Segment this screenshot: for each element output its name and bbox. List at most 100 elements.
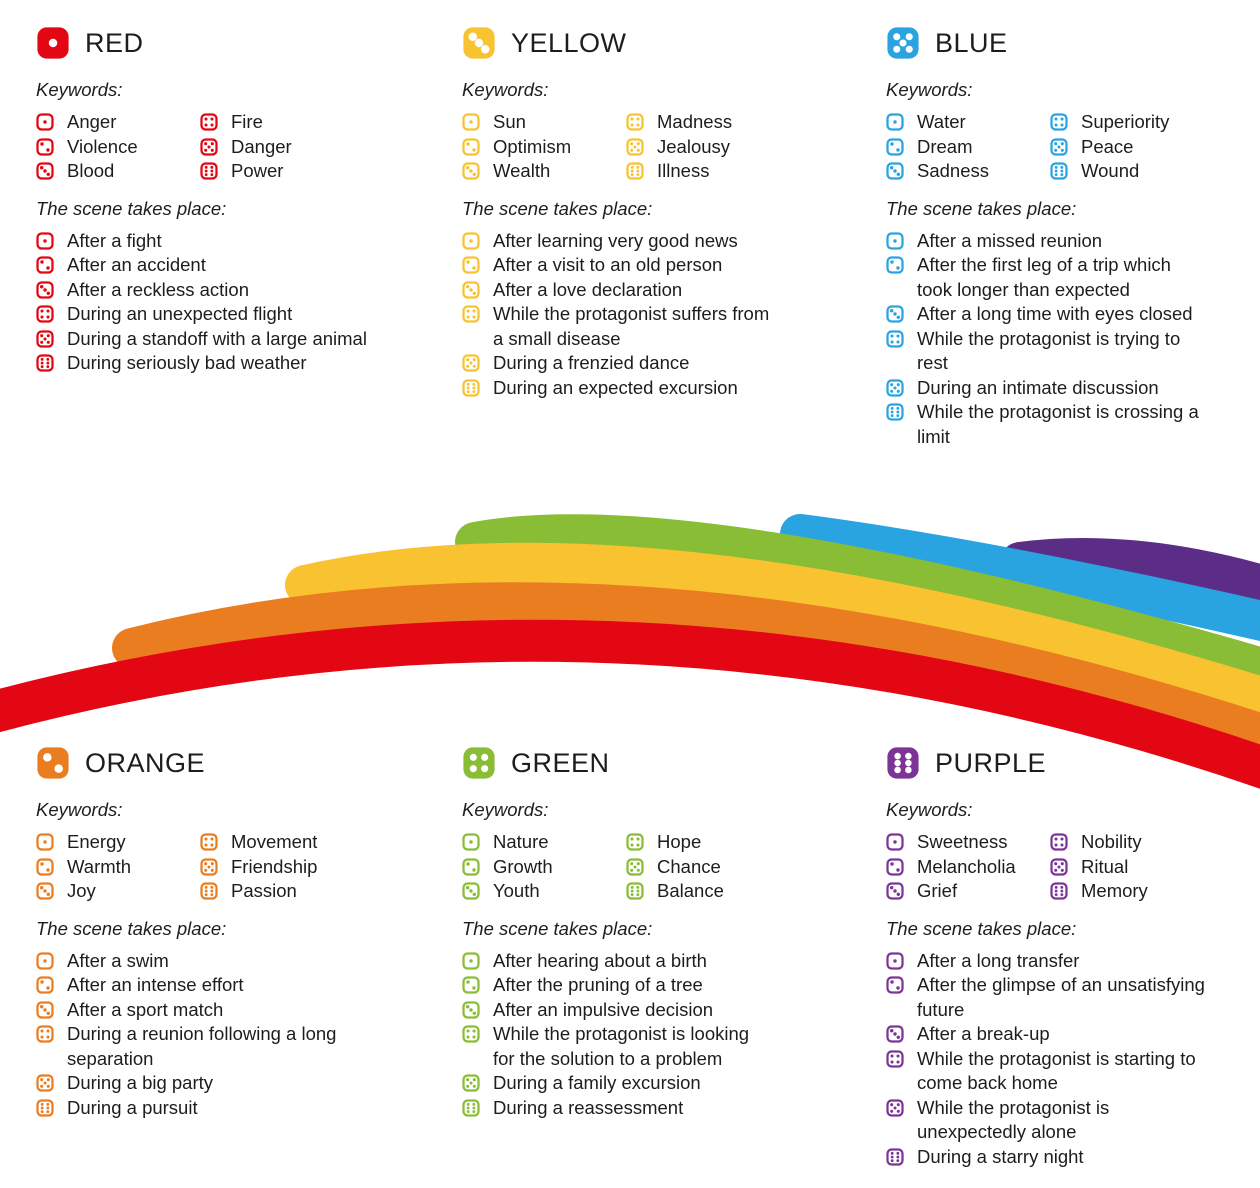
die-4-icon: [1050, 113, 1068, 131]
die-5-icon: [200, 138, 218, 156]
scene-text: After an intense effort: [67, 974, 244, 995]
scene-item: While the protagonist is looking for the…: [462, 1022, 772, 1071]
keyword-item: Nobility: [1050, 830, 1208, 855]
scene-text: While the protagonist is starting to com…: [917, 1047, 1196, 1094]
scene-item: During an unexpected flight: [36, 302, 367, 327]
rainbow-stripe-blue: [780, 514, 1260, 642]
keywords-list: Nature Growth Youth Hope Chance Balance: [462, 830, 772, 904]
scene-text: During a reunion following a long separa…: [67, 1023, 337, 1069]
scene-list: After learning very good news After a vis…: [462, 229, 780, 401]
scene-item: During a pursuit: [36, 1096, 351, 1121]
scene-text: After a sport match: [67, 998, 224, 1020]
keyword-label: Dream: [917, 135, 973, 157]
keyword-item: Chance: [626, 855, 772, 880]
keyword-item: Melancholia: [886, 855, 1050, 880]
die-4-icon: [626, 113, 644, 131]
scene-item: During a standoff with a large animal: [36, 327, 367, 352]
scene-heading: The scene takes place:: [462, 197, 653, 219]
die-2-icon: [462, 256, 480, 274]
die-5-icon: [626, 138, 644, 156]
keyword-item: Balance: [626, 879, 772, 904]
keyword-item: Danger: [200, 135, 367, 160]
section-red: RED Keywords: Anger Violence Blood Fire Danger…: [36, 26, 367, 376]
scene-text: While the protagonist is crossing a limi…: [917, 401, 1199, 447]
keyword-label: Blood: [67, 160, 115, 182]
scene-text: During a pursuit: [67, 1096, 198, 1118]
scene-item: After a break-up: [886, 1022, 1208, 1047]
scene-item: After a long transfer: [886, 949, 1208, 974]
scene-heading: The scene takes place:: [462, 917, 653, 939]
die-6-icon: [1050, 882, 1068, 900]
keyword-label: Joy: [67, 880, 96, 902]
die-6-icon: [462, 1098, 480, 1117]
keyword-label: Wealth: [493, 160, 551, 182]
die-6-icon: [1050, 162, 1068, 180]
scene-item: During seriously bad weather: [36, 351, 367, 376]
die-6-icon: [886, 403, 904, 421]
die-1-icon: [886, 951, 904, 970]
keyword-label: Peace: [1081, 135, 1134, 157]
scene-text: During a big party: [67, 1072, 214, 1093]
scene-text: While the protagonist suffers from a sma…: [493, 303, 770, 349]
keyword-label: Wound: [1081, 160, 1140, 182]
die-3-icon: [462, 1000, 480, 1019]
keywords-list: Sun Optimism Wealth Madness Jealousy Illness: [462, 110, 780, 184]
scene-text: After the glimpse of an unsatisfying fut…: [917, 974, 1205, 1020]
die-5-icon: [1050, 138, 1068, 156]
section-header: ORANGE: [36, 746, 351, 780]
keyword-label: Friendship: [231, 855, 318, 877]
scene-text: While the protagonist is trying to rest: [917, 327, 1181, 374]
keyword-label: Sweetness: [917, 831, 1008, 853]
die-6-icon: [886, 1147, 904, 1166]
die-3-icon: [462, 882, 480, 900]
scene-item: While the protagonist is unexpectedly al…: [886, 1096, 1208, 1145]
die-2-icon: [886, 138, 904, 156]
die-6-icon: [200, 162, 218, 180]
die-2-icon: [886, 858, 904, 876]
keyword-item: Sweetness: [886, 830, 1050, 855]
keyword-label: Power: [231, 160, 284, 182]
keyword-item: Warmth: [36, 855, 200, 880]
keyword-label: Passion: [231, 880, 297, 902]
keyword-item: Blood: [36, 159, 200, 184]
die-5-icon: [626, 858, 644, 876]
section-header: GREEN: [462, 746, 772, 780]
die-2-icon: [36, 256, 54, 274]
scene-item: During a frenzied dance: [462, 351, 780, 376]
keyword-label: Nature: [493, 831, 549, 853]
scene-text: After a missed reunion: [917, 229, 1103, 251]
die-4-icon: [462, 305, 480, 323]
die-1-icon: [36, 833, 54, 851]
keywords-label: Keywords:: [462, 799, 549, 820]
die-6-icon: [626, 162, 644, 180]
scene-item: During a family excursion: [462, 1071, 772, 1096]
scene-heading: The scene takes place:: [886, 197, 1077, 219]
section-title: YELLOW: [511, 27, 627, 58]
scene-item: During an expected excursion: [462, 376, 780, 401]
keyword-item: Dream: [886, 135, 1050, 160]
keyword-label: Water: [917, 111, 966, 133]
keyword-label: Sun: [493, 111, 526, 133]
scene-item: After learning very good news: [462, 229, 780, 254]
keyword-label: Melancholia: [917, 855, 1016, 877]
die-2-icon: [462, 138, 480, 156]
scene-item: After a missed reunion: [886, 229, 1242, 254]
keyword-item: Joy: [36, 879, 200, 904]
die-4-icon: [462, 746, 496, 780]
scene-item: After a swim: [36, 949, 351, 974]
scene-text: During a starry night: [917, 1145, 1084, 1167]
keywords-list: Water Dream Sadness Superiority Peace Wound: [886, 110, 1242, 184]
die-1-icon: [886, 231, 904, 250]
scene-item: While the protagonist is crossing a limi…: [886, 400, 1242, 449]
keyword-label: Violence: [67, 135, 138, 157]
scene-item: After a long time with eyes closed: [886, 302, 1242, 327]
scene-text: During a frenzied dance: [493, 352, 690, 373]
keyword-item: Hope: [626, 830, 772, 855]
keyword-item: Fire: [200, 110, 367, 135]
keywords-label: Keywords:: [886, 79, 973, 100]
die-3-icon: [462, 26, 496, 60]
die-2-icon: [462, 976, 480, 994]
section-title: RED: [85, 27, 144, 58]
die-5-icon: [462, 1074, 480, 1092]
scene-heading: The scene takes place:: [886, 917, 1077, 939]
